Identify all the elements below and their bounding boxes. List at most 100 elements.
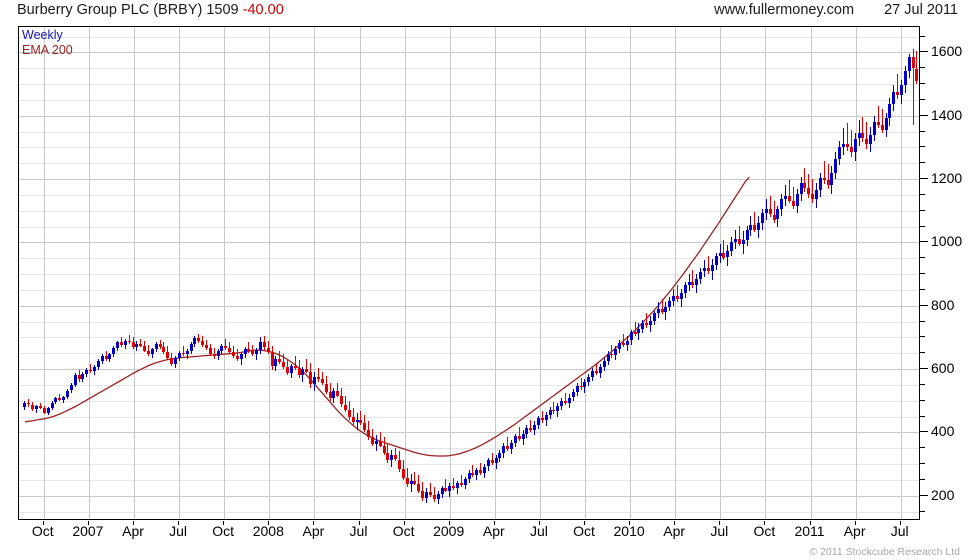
candle-body [656, 308, 660, 314]
candle-body [278, 358, 282, 363]
candle-wick [565, 393, 566, 406]
candle-wick [240, 352, 242, 366]
candle-wick [846, 123, 848, 152]
candle-body [166, 351, 170, 358]
x-axis-label: Apr [663, 523, 686, 539]
candle-body [359, 419, 363, 423]
candle-body [784, 195, 788, 200]
candle-body [733, 238, 737, 243]
x-axis-label: Oct [31, 523, 54, 539]
candle-wick [518, 427, 520, 442]
candle-body [189, 343, 193, 351]
candle-body [162, 346, 166, 352]
candle-body [899, 85, 903, 96]
candle-wick [360, 410, 362, 425]
candle-body [525, 427, 529, 434]
candle-body [23, 403, 27, 407]
candle-body [131, 342, 135, 347]
candle-wick [294, 356, 296, 371]
candle-body [31, 404, 35, 409]
candle-wick [39, 403, 41, 410]
y-axis-label: 1200 [931, 170, 963, 186]
candle-body [405, 477, 409, 485]
candle-body [722, 252, 726, 258]
candle-body [637, 329, 641, 334]
candle-body [479, 470, 483, 473]
y-axis-tick [920, 162, 925, 164]
x-axis-tick [629, 521, 631, 525]
candle-body [691, 281, 695, 286]
candle-body [81, 374, 85, 380]
candle-wick [611, 344, 613, 358]
candle-body [108, 354, 112, 360]
x-axis-tick [403, 521, 405, 525]
candle-body [266, 347, 270, 352]
gridline-horizontal [19, 68, 919, 70]
candle-body [73, 375, 77, 385]
candle-body [876, 122, 880, 125]
gridline-horizontal [19, 258, 919, 260]
candle-body [510, 443, 513, 449]
candle-body [374, 441, 378, 444]
gridline-vertical [810, 27, 812, 519]
y-axis-tick [920, 288, 925, 290]
candle-body [737, 238, 741, 244]
gridline-horizontal [19, 321, 919, 323]
candle-body [880, 124, 884, 130]
y-axis-label: 1000 [931, 233, 963, 250]
candle-wick [279, 351, 281, 364]
candle-body [181, 353, 185, 355]
candle-wick [236, 348, 238, 362]
x-axis-label: 2010 [613, 523, 645, 539]
candle-wick [321, 371, 323, 386]
candle-body [614, 349, 618, 356]
y-axis-tick [920, 35, 925, 37]
candle-body [575, 386, 579, 392]
candle-wick [862, 116, 864, 143]
x-axis-tick [268, 521, 270, 525]
candle-body [398, 459, 401, 470]
candle-body [50, 402, 54, 409]
candle-body [714, 256, 718, 266]
x-axis-tick [87, 521, 89, 525]
candle-body [815, 190, 818, 200]
candle-body [641, 323, 645, 330]
candle-body [869, 134, 873, 144]
y-axis-tick [920, 51, 928, 53]
gridline-vertical [449, 27, 451, 519]
candle-wick [90, 363, 92, 373]
candle-body [309, 371, 313, 385]
candle-body [560, 400, 564, 407]
y-axis-tick [920, 178, 928, 179]
gridline-vertical [585, 27, 586, 519]
x-axis-tick [358, 521, 360, 525]
y-axis-tick [920, 368, 928, 369]
candle-wick [453, 477, 454, 490]
candle-wick [460, 475, 462, 487]
candle-wick [445, 479, 447, 493]
gridline-horizontal [19, 495, 919, 497]
candle-body [401, 469, 405, 478]
gridline-horizontal [19, 337, 919, 339]
price-chart-plot-area[interactable]: Weekly EMA 200 [18, 26, 920, 520]
candle-body [567, 397, 571, 403]
candle-body [788, 195, 791, 201]
y-axis-tick [920, 510, 925, 512]
candle-wick [897, 73, 899, 100]
candle-body [58, 398, 62, 400]
candle-body [791, 200, 795, 206]
candle-body [251, 350, 255, 355]
gridline-vertical [359, 27, 361, 519]
candle-body [440, 488, 444, 495]
candle-body [293, 365, 297, 369]
y-axis-tick [920, 67, 925, 69]
candle-body [174, 358, 177, 364]
candle-body [498, 452, 502, 459]
candle-body [313, 376, 316, 385]
candle-wick [344, 395, 346, 413]
candle-wick [148, 344, 149, 357]
candle-body [896, 91, 900, 96]
y-axis-tick [920, 257, 925, 259]
candle-body [363, 422, 367, 430]
candle-body [92, 367, 96, 371]
